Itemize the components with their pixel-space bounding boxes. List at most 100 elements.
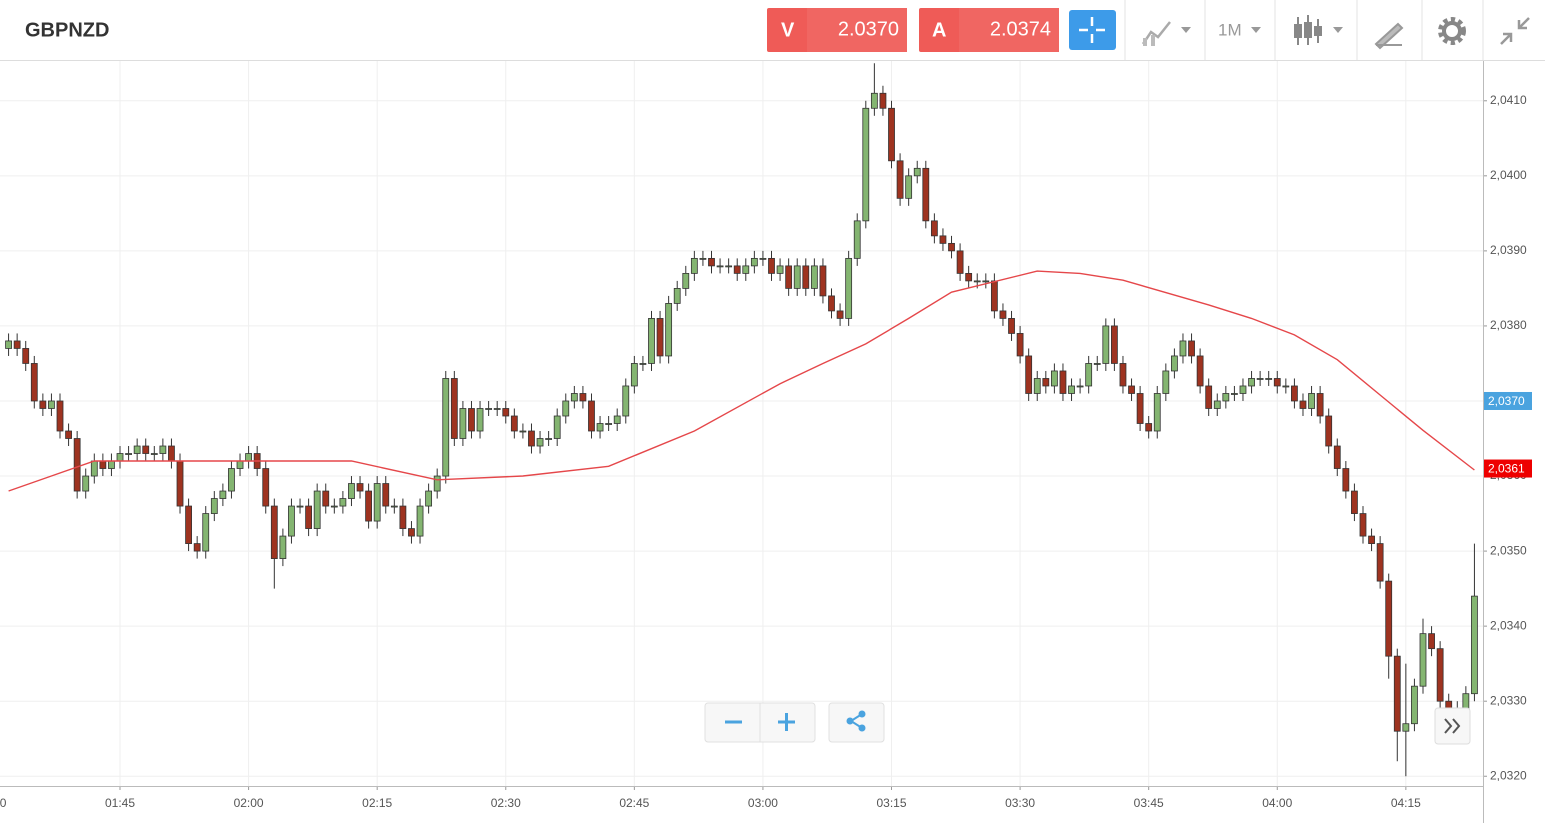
candle-body	[1351, 490, 1358, 514]
candle-body	[1436, 648, 1444, 702]
zoom-in[interactable]	[778, 713, 795, 731]
dropdown-arrow	[1181, 27, 1191, 33]
settings-button[interactable]	[1438, 17, 1466, 45]
candle-body	[639, 363, 647, 365]
candle-body	[1179, 340, 1187, 357]
candle-body	[1411, 685, 1418, 725]
chart-type-button[interactable]	[1294, 15, 1343, 45]
candle-body	[1016, 333, 1024, 357]
candle-body	[725, 265, 733, 268]
candle-body	[776, 265, 784, 274]
candle-body	[468, 408, 475, 432]
draw-button[interactable]	[1374, 22, 1404, 50]
sell-button[interactable]: V 2.0370	[767, 8, 907, 52]
buy-price-box[interactable]	[959, 8, 1059, 52]
x-tick-label: 04:15	[1391, 796, 1421, 810]
x-tick-label: 03:45	[1134, 796, 1164, 810]
candle-body	[1136, 393, 1144, 424]
candle-body	[930, 220, 938, 237]
candle-body	[476, 408, 484, 432]
candle-body	[622, 385, 630, 417]
x-tick-label: 01:45	[105, 796, 135, 810]
indicator-button[interactable]	[1141, 21, 1191, 46]
candle-body	[450, 378, 458, 439]
collapse-button[interactable]	[1500, 17, 1530, 45]
candle-body	[433, 475, 441, 492]
candle-body	[1359, 513, 1367, 537]
candle-body	[1170, 355, 1178, 372]
candle-body	[296, 505, 304, 508]
candle-body	[690, 257, 698, 274]
gear-icon	[1438, 17, 1466, 45]
candle-body	[1428, 633, 1435, 650]
candle-body	[836, 310, 844, 319]
candle-body	[1110, 325, 1118, 364]
candle-body	[896, 160, 904, 199]
candle-body	[553, 415, 561, 439]
separators	[1124, 0, 1484, 60]
candle-body	[176, 460, 184, 507]
candle-body	[1376, 543, 1384, 582]
candle-body	[810, 265, 818, 289]
y-tick-label: 2,0410	[1490, 93, 1527, 107]
candle-body	[519, 430, 527, 433]
candle-body	[262, 468, 270, 507]
candle-body	[742, 265, 750, 274]
candle-body	[956, 250, 964, 274]
scroll-end-button[interactable]	[1434, 707, 1471, 745]
candle-body	[905, 175, 913, 199]
candle-body	[965, 272, 973, 282]
candle-body	[133, 445, 141, 454]
price-tag-label: 2,0370	[1488, 394, 1525, 408]
candle-icon	[1314, 26, 1322, 36]
indicator-icon-bar	[1151, 35, 1155, 46]
candle-body	[1042, 378, 1050, 387]
crosshair-button[interactable]	[1069, 10, 1116, 50]
candle-body	[485, 408, 493, 410]
candle-body	[888, 107, 895, 162]
candle-body	[168, 445, 175, 462]
share-button[interactable]	[828, 702, 885, 743]
sell-price-box[interactable]	[807, 8, 907, 52]
candle-body	[1325, 415, 1333, 447]
candle-body	[1385, 580, 1393, 657]
candle-body	[716, 265, 724, 268]
candle-body	[853, 220, 861, 259]
candle-body	[510, 415, 518, 432]
candle-body	[270, 505, 278, 559]
x-tick-label: 03:15	[876, 796, 906, 810]
candle-body	[99, 460, 107, 469]
candle-body	[1256, 378, 1264, 380]
candle-body	[202, 513, 210, 552]
buy-label: A	[932, 19, 946, 41]
candle-body	[913, 167, 921, 177]
candle-body	[279, 535, 287, 559]
candle-body	[1076, 385, 1084, 388]
candle-body	[922, 167, 930, 222]
candle-body	[1291, 385, 1298, 402]
candle-body	[116, 453, 124, 462]
candle-body	[536, 438, 544, 447]
candle-body	[1059, 370, 1067, 394]
timeframe-button[interactable]: 1M	[1218, 20, 1261, 39]
candle-body	[1419, 633, 1427, 687]
gear-icon-ring	[1442, 21, 1462, 41]
price-tag-label: 2,0361	[1488, 462, 1525, 476]
x-tick-label: 02:45	[619, 796, 649, 810]
candle-body	[219, 490, 227, 499]
candle-body	[1239, 385, 1247, 394]
candle-body	[999, 310, 1007, 319]
candle-body	[425, 490, 433, 507]
candle-body	[390, 505, 398, 508]
crosshair-box[interactable]	[1069, 10, 1116, 50]
candle-body	[82, 475, 90, 492]
candle-body	[750, 257, 758, 267]
buy-button[interactable]: A 2.0374	[919, 8, 1059, 52]
candle-body	[673, 288, 681, 304]
y-tick-label: 2,0330	[1490, 693, 1527, 707]
candle-body	[125, 453, 132, 455]
candle-body	[733, 265, 741, 274]
candle-body	[528, 430, 535, 447]
candle-body	[1471, 595, 1478, 695]
